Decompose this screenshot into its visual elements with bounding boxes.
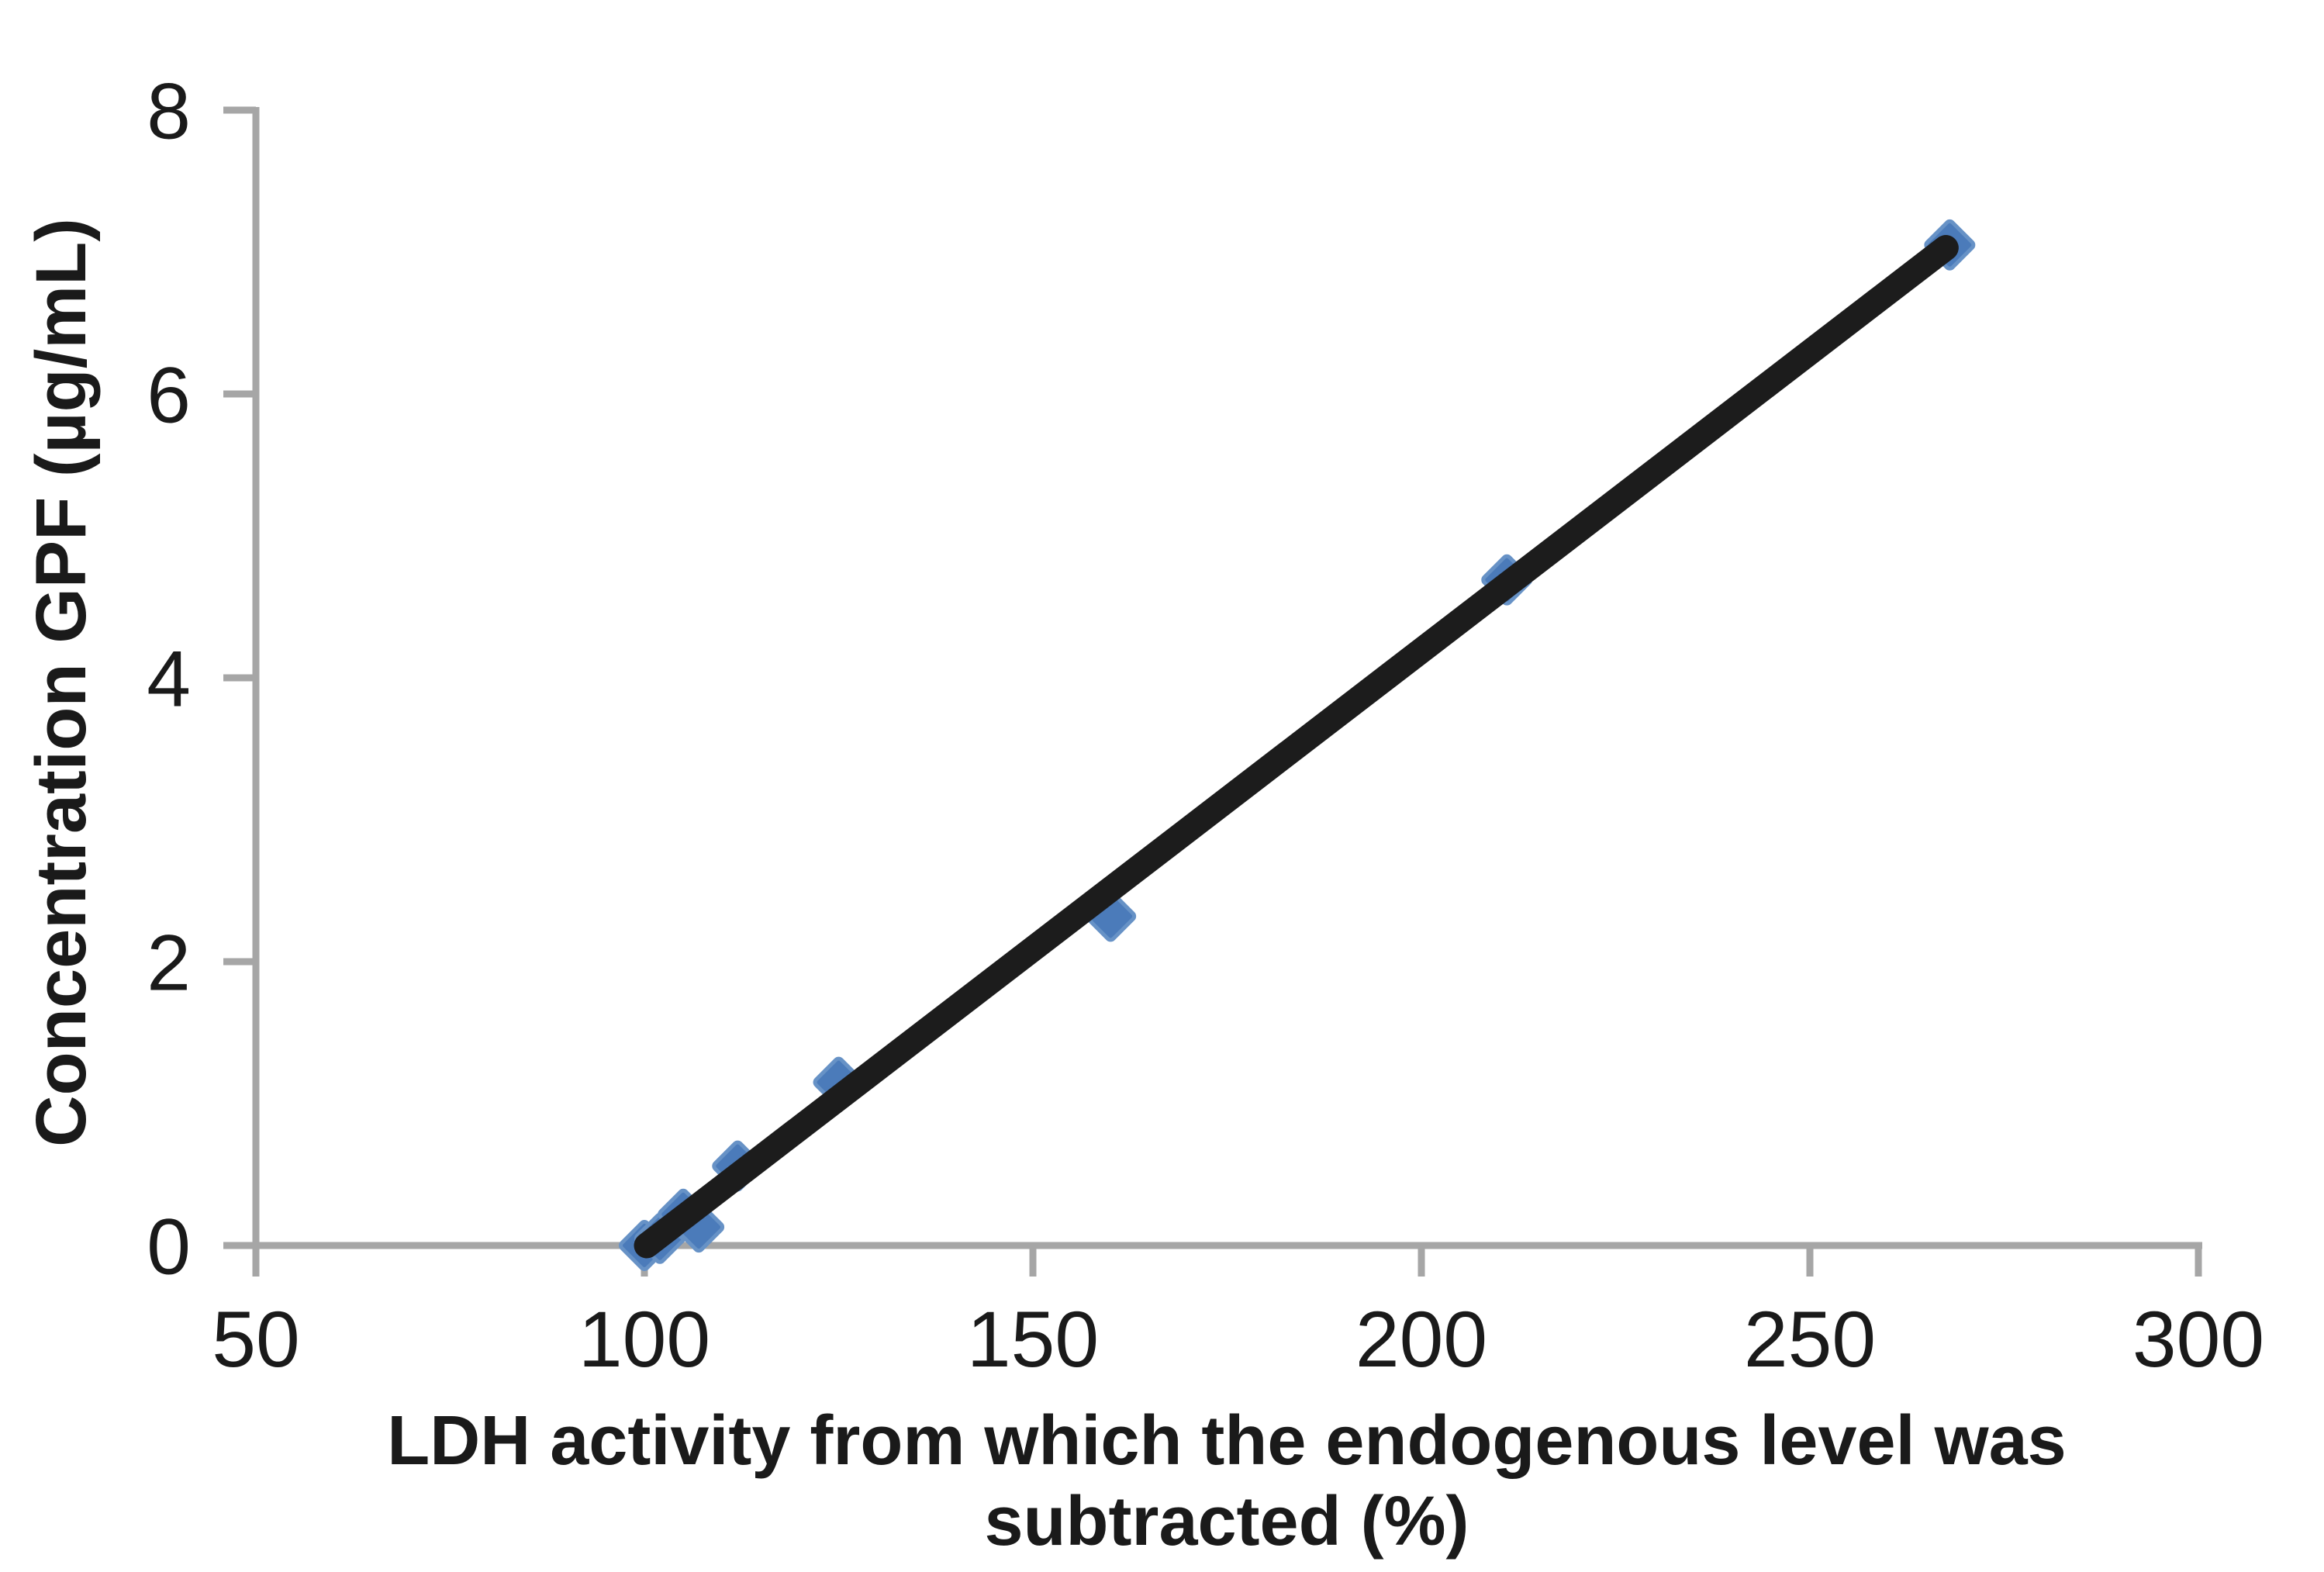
trend-line xyxy=(634,235,1959,1259)
x-tick-label: 300 xyxy=(2132,1295,2264,1384)
y-tick-label: 2 xyxy=(147,919,191,1007)
y-tick-label: 4 xyxy=(147,635,191,724)
x-tick-label: 200 xyxy=(1355,1295,1487,1384)
trendline-layer xyxy=(634,235,1959,1259)
x-tick-label: 100 xyxy=(578,1295,710,1384)
y-axis-title: Concentration GPF (µg/mL) xyxy=(22,218,101,1147)
x-tick-label: 250 xyxy=(1744,1295,1876,1384)
x-axis-title-line2: subtracted (%) xyxy=(984,1483,1469,1560)
labels-layer: LDH activity from which the endogenous l… xyxy=(22,218,2067,1560)
y-tick-label: 8 xyxy=(147,67,191,156)
y-tick-label: 0 xyxy=(147,1203,191,1291)
x-axis-title-line1: LDH activity from which the endogenous l… xyxy=(387,1402,2066,1480)
x-tick-label: 150 xyxy=(967,1295,1099,1384)
x-tick-label: 50 xyxy=(212,1295,299,1384)
y-tick-label: 6 xyxy=(147,351,191,440)
axes-layer: 0 2 4 6 8 50 100 150 200 250 300 xyxy=(147,67,2264,1384)
